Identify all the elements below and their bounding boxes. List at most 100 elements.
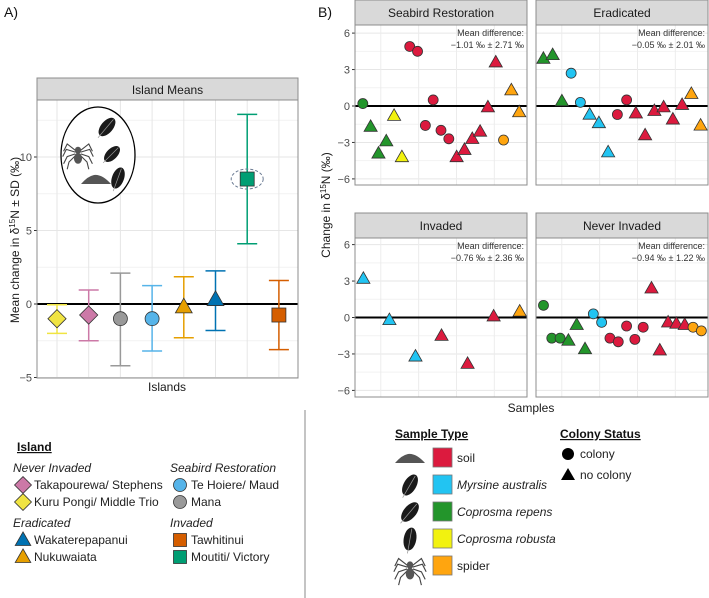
leaf-icon [111, 167, 125, 192]
mean-difference-label: Mean difference: [457, 28, 524, 38]
sample-point [464, 131, 480, 144]
sample-point [419, 120, 431, 131]
sample-point [488, 54, 504, 68]
panel-b-label: B) [318, 4, 332, 20]
sample-point [587, 308, 599, 320]
colony-status-legend: Colony Status colony no colony [560, 427, 641, 482]
island-mean-point [174, 297, 193, 314]
sample-point [669, 315, 684, 329]
sample-point [435, 124, 447, 136]
spider-leg [66, 155, 76, 170]
spider-abdomen [73, 153, 83, 164]
sample-point [449, 149, 464, 163]
sample-point [371, 145, 386, 159]
facet-invaded: Invaded −6 −3 0 3 6 Mean difference: −0.76 ‰ ± … [337, 212, 528, 398]
sample-point [621, 94, 633, 106]
sample-point [611, 109, 623, 120]
leaf-vein [97, 119, 114, 138]
island-legend-item-label: Nukuwaiata [34, 550, 97, 564]
y-tick-label: 0 [26, 299, 32, 311]
facet-border [354, 24, 528, 186]
sample-point [504, 82, 519, 96]
y-tick-label: 5 [26, 226, 32, 238]
sample-point [404, 41, 416, 52]
leaf-vein [402, 475, 416, 498]
facet-strip [535, 212, 709, 239]
island-mean-point [206, 290, 225, 306]
sample-point [629, 333, 641, 345]
sample-point [545, 47, 560, 61]
leaf-icon [402, 474, 418, 498]
island-mean-point [271, 307, 287, 323]
spider-leg [393, 563, 408, 573]
sample-point [408, 348, 423, 362]
soil-icon [395, 453, 425, 463]
y-tick-label: −3 [337, 349, 350, 361]
mean-difference-label: Mean difference: [638, 241, 705, 251]
sample-point [536, 50, 551, 64]
sample-type-swatch [432, 501, 453, 522]
sample-point [665, 111, 681, 125]
sample-point [596, 316, 608, 328]
facet-strip [354, 212, 528, 239]
sample-point [512, 303, 527, 317]
sample-point [472, 123, 488, 137]
spider-leg [412, 570, 422, 586]
facet-border [535, 24, 709, 186]
sample-point [637, 127, 653, 141]
facet-strip-label: Seabird Restoration [388, 6, 494, 20]
sample-type-label: soil [457, 451, 475, 465]
square-icon [173, 533, 187, 547]
colony-status-label: colony [580, 447, 615, 461]
y-tick-label: −6 [337, 174, 350, 186]
sample-point [382, 312, 397, 326]
sample-type-label: Myrsine australis [457, 478, 547, 492]
facet-border [535, 237, 709, 398]
y-tick-label: −6 [337, 385, 350, 397]
sample-point [498, 134, 509, 146]
sample-point [600, 144, 616, 158]
spider-leg [394, 568, 408, 580]
leaf-vein [112, 168, 122, 192]
sample-point [434, 328, 449, 341]
mean-difference-value: −0.94 ‰ ± 1.22 ‰ [632, 253, 705, 263]
sample-point [621, 320, 632, 332]
spider-leg [62, 148, 76, 157]
y-tick-label: 10 [20, 152, 32, 164]
facet-seabird-restoration: Seabird Restoration −6 −3 0 3 6 Mean differenc… [337, 0, 528, 186]
mean-difference-label: Mean difference: [457, 241, 524, 251]
triangle-icon [14, 548, 32, 563]
sample-point [538, 299, 549, 311]
facet-strip-label: Never Invaded [583, 219, 661, 233]
sample-type-legend: Sample Type soil Myrsine australis Coprosm… [393, 427, 556, 586]
sample-point [569, 317, 585, 330]
spider-abdomen [405, 568, 415, 580]
spider-leg [412, 568, 426, 580]
island-legend-item-label: Tawhitinui [191, 533, 244, 547]
island-legend-title: Island [17, 440, 52, 454]
sample-point [443, 133, 455, 145]
leaf-vein [400, 503, 418, 524]
spider-leg [398, 570, 408, 586]
island-legend: Island Never Invaded Takapourewa/ Stephen… [13, 440, 279, 564]
panel-a-y-label: Mean change in δ15N ± SD (‰) [8, 157, 22, 323]
island-legend-item-label: Wakaterepapanui [34, 533, 128, 547]
sample-point [693, 117, 708, 131]
leaf-icon [400, 502, 419, 524]
spider-leg [63, 153, 76, 165]
spider-head [74, 146, 82, 154]
island-mean-point [144, 311, 160, 327]
island-legend-item-label: Takapourewa/ Stephens [34, 478, 163, 492]
panel-a-x-label: Islands [148, 380, 186, 394]
sample-type-swatch [432, 528, 453, 549]
sample-point [363, 118, 378, 132]
island-legend-item-label: Moutiti/ Victory [191, 550, 269, 564]
leaf-vein [407, 528, 413, 554]
spider-leg [80, 143, 93, 152]
circle-icon [562, 448, 574, 460]
y-tick-label: 0 [344, 313, 350, 325]
diamond-icon [13, 475, 33, 495]
sample-point [591, 115, 607, 129]
island-legend-group-label: Eradicated [13, 516, 71, 530]
island-legend-group-label: Invaded [170, 516, 213, 530]
